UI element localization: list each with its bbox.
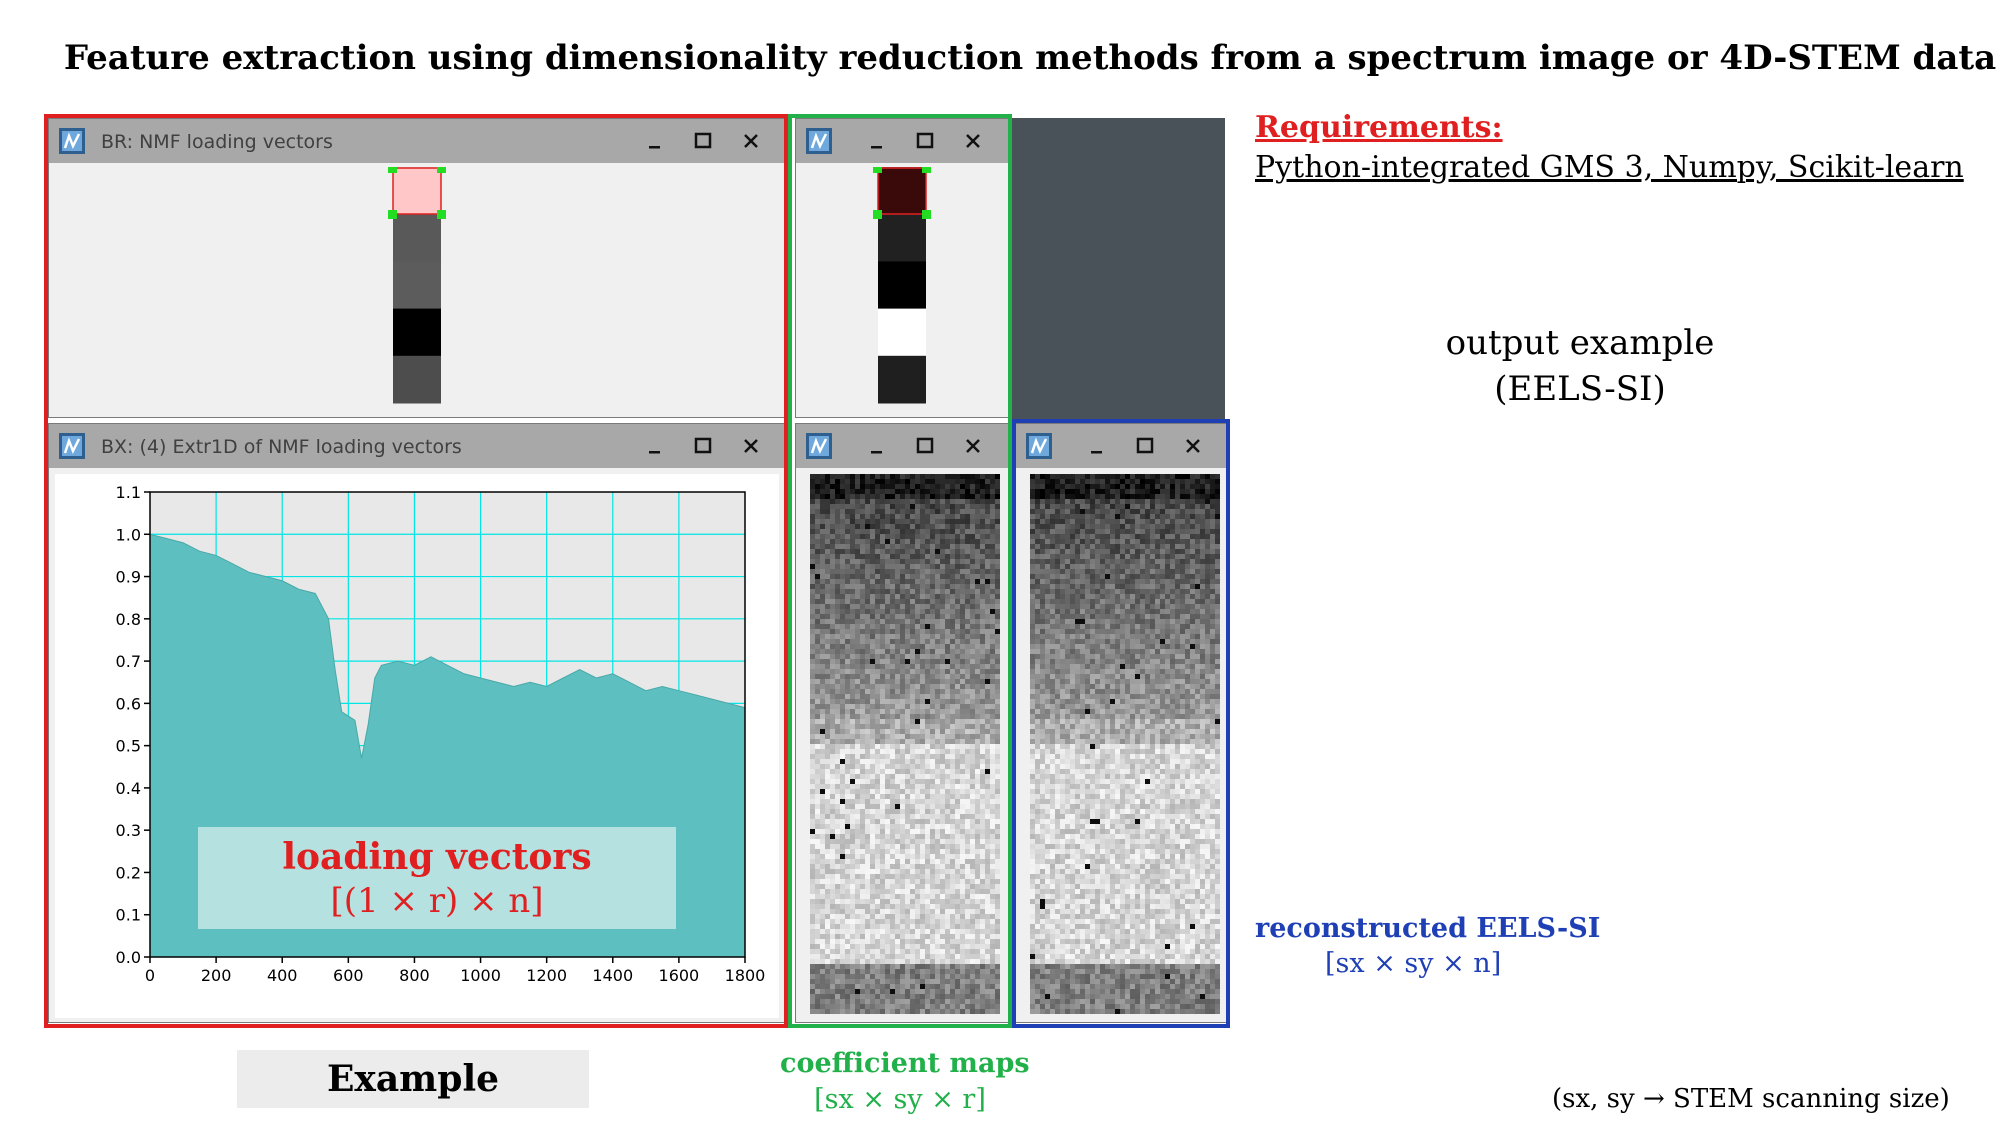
- x-tick-label: 1000: [460, 966, 501, 985]
- window-small-3-titlebar[interactable]: [1016, 424, 1229, 468]
- app-icon: [1026, 433, 1052, 459]
- output-example: output example (EELS-SI): [1430, 320, 1730, 412]
- roi-handle[interactable]: [922, 210, 931, 219]
- loading-vectors-frame: [44, 114, 788, 1028]
- y-tick-label: 0.6: [116, 694, 141, 713]
- window-small-1[interactable]: [795, 118, 1010, 418]
- x-tick-label: 200: [201, 966, 232, 985]
- close-icon[interactable]: [959, 127, 987, 155]
- coefficient-maps-frame: [788, 114, 1012, 1028]
- x-tick-label: 400: [267, 966, 298, 985]
- x-tick-label: 1400: [592, 966, 633, 985]
- window-bx-titlebar[interactable]: BX: (4) Extr1D of NMF loading vectors: [49, 424, 784, 468]
- strip-segment: [393, 261, 441, 310]
- output-example-line2: (EELS-SI): [1494, 369, 1666, 409]
- coefficient-maps-label: coefficient maps: [780, 1048, 1030, 1079]
- y-tick-label: 0.1: [116, 906, 141, 925]
- roi-handle[interactable]: [437, 167, 446, 173]
- y-tick-label: 1.1: [116, 483, 141, 502]
- requirements-text: Python-integrated GMS 3, Numpy, Scikit-l…: [1255, 150, 1964, 185]
- y-tick-label: 0.2: [116, 863, 141, 882]
- strip-segment: [393, 355, 441, 404]
- maximize-icon[interactable]: [911, 127, 939, 155]
- strip-segment: [878, 214, 926, 262]
- minimize-icon[interactable]: [863, 432, 891, 460]
- strip-segment: [393, 308, 441, 357]
- plot-frame: [149, 491, 746, 958]
- strip-segment: [878, 261, 926, 310]
- window-br-titlebar[interactable]: BR: NMF loading vectors: [49, 119, 784, 163]
- window-br-title: BR: NMF loading vectors: [101, 131, 333, 153]
- br-image-area[interactable]: [55, 167, 779, 415]
- maximize-icon[interactable]: [1131, 432, 1159, 460]
- minimize-icon[interactable]: [1083, 432, 1111, 460]
- map-pixels: [810, 474, 1000, 1014]
- minimize-icon[interactable]: [641, 127, 669, 155]
- window-bx-title: BX: (4) Extr1D of NMF loading vectors: [101, 436, 462, 458]
- app-icon: [806, 128, 832, 154]
- x-tick-label: 1600: [659, 966, 700, 985]
- coefficient-map-image[interactable]: [810, 474, 1000, 1014]
- window-small-3[interactable]: [1015, 423, 1230, 1023]
- coefficient-maps-dim: [sx × sy × r]: [814, 1084, 986, 1115]
- footnote: (sx, sy → STEM scanning size): [1552, 1084, 1950, 1114]
- reconstructed-map-image[interactable]: [1030, 474, 1220, 1014]
- close-icon[interactable]: [1179, 432, 1207, 460]
- small1-image-area[interactable]: [810, 167, 998, 411]
- close-icon[interactable]: [737, 127, 765, 155]
- strip-segment: [393, 214, 441, 262]
- y-tick-label: 0.5: [116, 737, 141, 756]
- loading-vectors-label: loading vectors: [282, 836, 592, 878]
- loading-vectors-dim: [(1 × r) × n]: [330, 881, 544, 921]
- x-tick-label: 600: [333, 966, 364, 985]
- x-tick-label: 800: [399, 966, 430, 985]
- x-tick-label: 1800: [725, 966, 766, 985]
- app-icon: [59, 128, 85, 154]
- window-small-2[interactable]: [795, 423, 1010, 1023]
- maximize-icon[interactable]: [689, 127, 717, 155]
- app-icon: [806, 433, 832, 459]
- window-br[interactable]: BR: NMF loading vectors: [48, 118, 785, 418]
- reconstructed-frame: [1012, 419, 1230, 1028]
- strip-segment: [878, 308, 926, 357]
- app-icon: [59, 433, 85, 459]
- x-tick-label: 0: [145, 966, 155, 985]
- requirements-label: Requirements:: [1255, 110, 1503, 145]
- minimize-icon[interactable]: [641, 432, 669, 460]
- output-example-line1: output example: [1445, 323, 1715, 363]
- map-pixels: [1030, 474, 1220, 1014]
- maximize-icon[interactable]: [689, 432, 717, 460]
- roi-handle[interactable]: [437, 210, 446, 219]
- page-title: Feature extraction using dimensionality …: [63, 38, 1997, 78]
- roi-selection[interactable]: [877, 167, 927, 215]
- roi-handle[interactable]: [388, 210, 397, 219]
- y-tick-label: 0.0: [116, 948, 141, 967]
- window-small-2-titlebar[interactable]: [796, 424, 1009, 468]
- maximize-icon[interactable]: [911, 432, 939, 460]
- minimize-icon[interactable]: [863, 127, 891, 155]
- window-small-1-titlebar[interactable]: [796, 119, 1009, 163]
- y-tick-label: 0.8: [116, 610, 141, 629]
- close-icon[interactable]: [959, 432, 987, 460]
- strip-segment: [878, 355, 926, 404]
- close-icon[interactable]: [737, 432, 765, 460]
- roi-handle[interactable]: [873, 210, 882, 219]
- y-tick-label: 0.3: [116, 821, 141, 840]
- workspace-background: [1010, 118, 1225, 420]
- roi-handle[interactable]: [873, 167, 882, 173]
- example-label: Example: [237, 1050, 589, 1108]
- y-tick-label: 1.0: [116, 525, 141, 544]
- reconstructed-label: reconstructed EELS-SI: [1255, 913, 1601, 944]
- x-tick-label: 1200: [526, 966, 567, 985]
- reconstructed-dim: [sx × sy × n]: [1325, 948, 1502, 979]
- roi-handle[interactable]: [388, 167, 397, 173]
- loading-vectors-label-box: loading vectors [(1 × r) × n]: [198, 827, 676, 929]
- y-tick-label: 0.9: [116, 568, 141, 587]
- roi-handle[interactable]: [922, 167, 931, 173]
- y-tick-label: 0.7: [116, 652, 141, 671]
- y-tick-label: 0.4: [116, 779, 141, 798]
- roi-selection[interactable]: [392, 167, 442, 215]
